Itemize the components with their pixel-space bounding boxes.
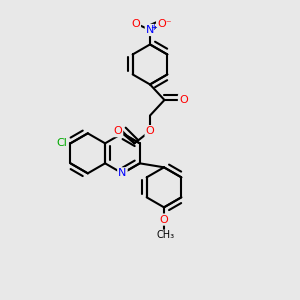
Text: O: O bbox=[146, 126, 154, 136]
Text: O⁻: O⁻ bbox=[157, 20, 172, 29]
Text: +: + bbox=[150, 23, 157, 32]
Text: O: O bbox=[160, 214, 168, 225]
Text: Cl: Cl bbox=[56, 138, 67, 148]
Text: O: O bbox=[113, 126, 122, 136]
Text: CH₃: CH₃ bbox=[156, 230, 174, 240]
Text: N: N bbox=[118, 168, 127, 178]
Text: O: O bbox=[179, 95, 188, 105]
Text: O: O bbox=[131, 20, 140, 29]
Text: N: N bbox=[146, 25, 154, 35]
